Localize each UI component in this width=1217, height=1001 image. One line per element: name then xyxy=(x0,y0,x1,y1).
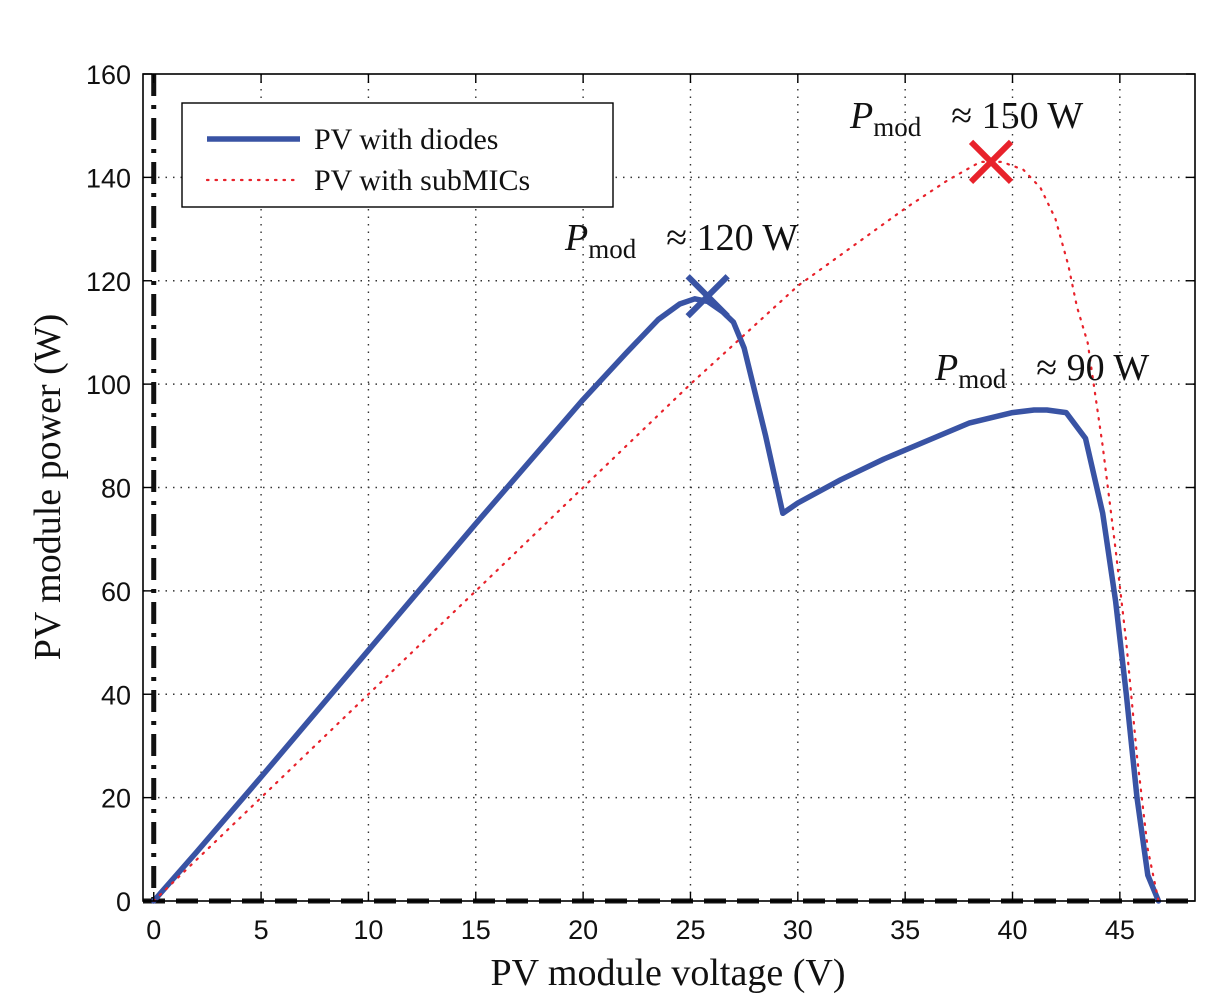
x-tick-label: 0 xyxy=(146,915,161,945)
annotation-value: ≈ 120 W xyxy=(666,217,798,259)
x-tick-label: 15 xyxy=(461,915,491,945)
svg-text:Pmod≈ 90 W: Pmod ≈ 90 W xyxy=(934,347,1149,394)
annotation-subscript: mod xyxy=(873,112,922,142)
x-tick-label: 10 xyxy=(353,915,383,945)
x-tick-label: 45 xyxy=(1105,915,1135,945)
annotation-value: ≈ 90 W xyxy=(1036,347,1149,389)
series-line-submics xyxy=(152,160,1160,903)
y-tick-label: 20 xyxy=(101,784,131,814)
marker-stroke xyxy=(685,274,730,319)
y-tick-label: 160 xyxy=(86,60,131,90)
annotation-subscript: mod xyxy=(588,234,637,264)
svg-text:Pmod≈ 120 W: Pmod ≈ 120 W xyxy=(564,217,798,264)
annotation-symbol: P xyxy=(564,217,588,259)
y-tick-label: 100 xyxy=(86,370,131,400)
x-tick-label: 5 xyxy=(254,915,269,945)
series-layer xyxy=(150,160,1162,904)
legend: PV with diodes PV with subMICs xyxy=(181,102,614,208)
y-axis-title: PV module power (W) xyxy=(27,314,69,661)
x-axis-title: PV module voltage (V) xyxy=(491,952,846,994)
peak-markers xyxy=(685,139,1014,319)
legend-label-diodes: PV with diodes xyxy=(314,123,498,156)
x-tick-label: 30 xyxy=(783,915,813,945)
x-tick-label: 25 xyxy=(675,915,705,945)
x-tick-label: 20 xyxy=(568,915,598,945)
series-line-diodes xyxy=(150,296,1162,904)
y-tick-label: 140 xyxy=(86,163,131,193)
x-tick-label: 35 xyxy=(890,915,920,945)
annotation-subscript: mod xyxy=(958,364,1007,394)
peak-marker-submics xyxy=(968,139,1014,184)
y-tick-label: 120 xyxy=(86,267,131,297)
annotation-value: ≈ 150 W xyxy=(951,95,1083,137)
y-tick-label: 80 xyxy=(101,474,131,504)
annotation-submics-peak: Pmod ≈ 150 W xyxy=(849,95,1083,142)
annotations: Pmod ≈ 120 W Pmod ≈ 150 W Pmod ≈ 90 W xyxy=(564,95,1149,394)
annotation-symbol: P xyxy=(849,95,873,137)
annotation-diodes-second-peak: Pmod ≈ 90 W xyxy=(934,347,1149,394)
peak-marker-diodes xyxy=(685,274,730,319)
y-tick-label: 40 xyxy=(101,680,131,710)
x-tick-label: 40 xyxy=(997,915,1027,945)
annotation-symbol: P xyxy=(934,347,958,389)
svg-text:Pmod≈ 150 W: Pmod ≈ 150 W xyxy=(849,95,1083,142)
legend-label-submics: PV with subMICs xyxy=(314,164,530,197)
legend-box xyxy=(181,102,614,208)
y-tick-label: 60 xyxy=(101,577,131,607)
y-tick-labels: 0 20 40 60 80 100 120 140 160 xyxy=(86,60,131,917)
tick-marks xyxy=(143,73,1195,902)
x-tick-labels: 0 5 10 15 20 25 30 35 40 45 xyxy=(146,915,1135,945)
y-tick-label: 0 xyxy=(116,887,131,917)
annotation-diodes-peak: Pmod ≈ 120 W xyxy=(564,217,798,264)
marker-stroke xyxy=(968,139,1014,184)
